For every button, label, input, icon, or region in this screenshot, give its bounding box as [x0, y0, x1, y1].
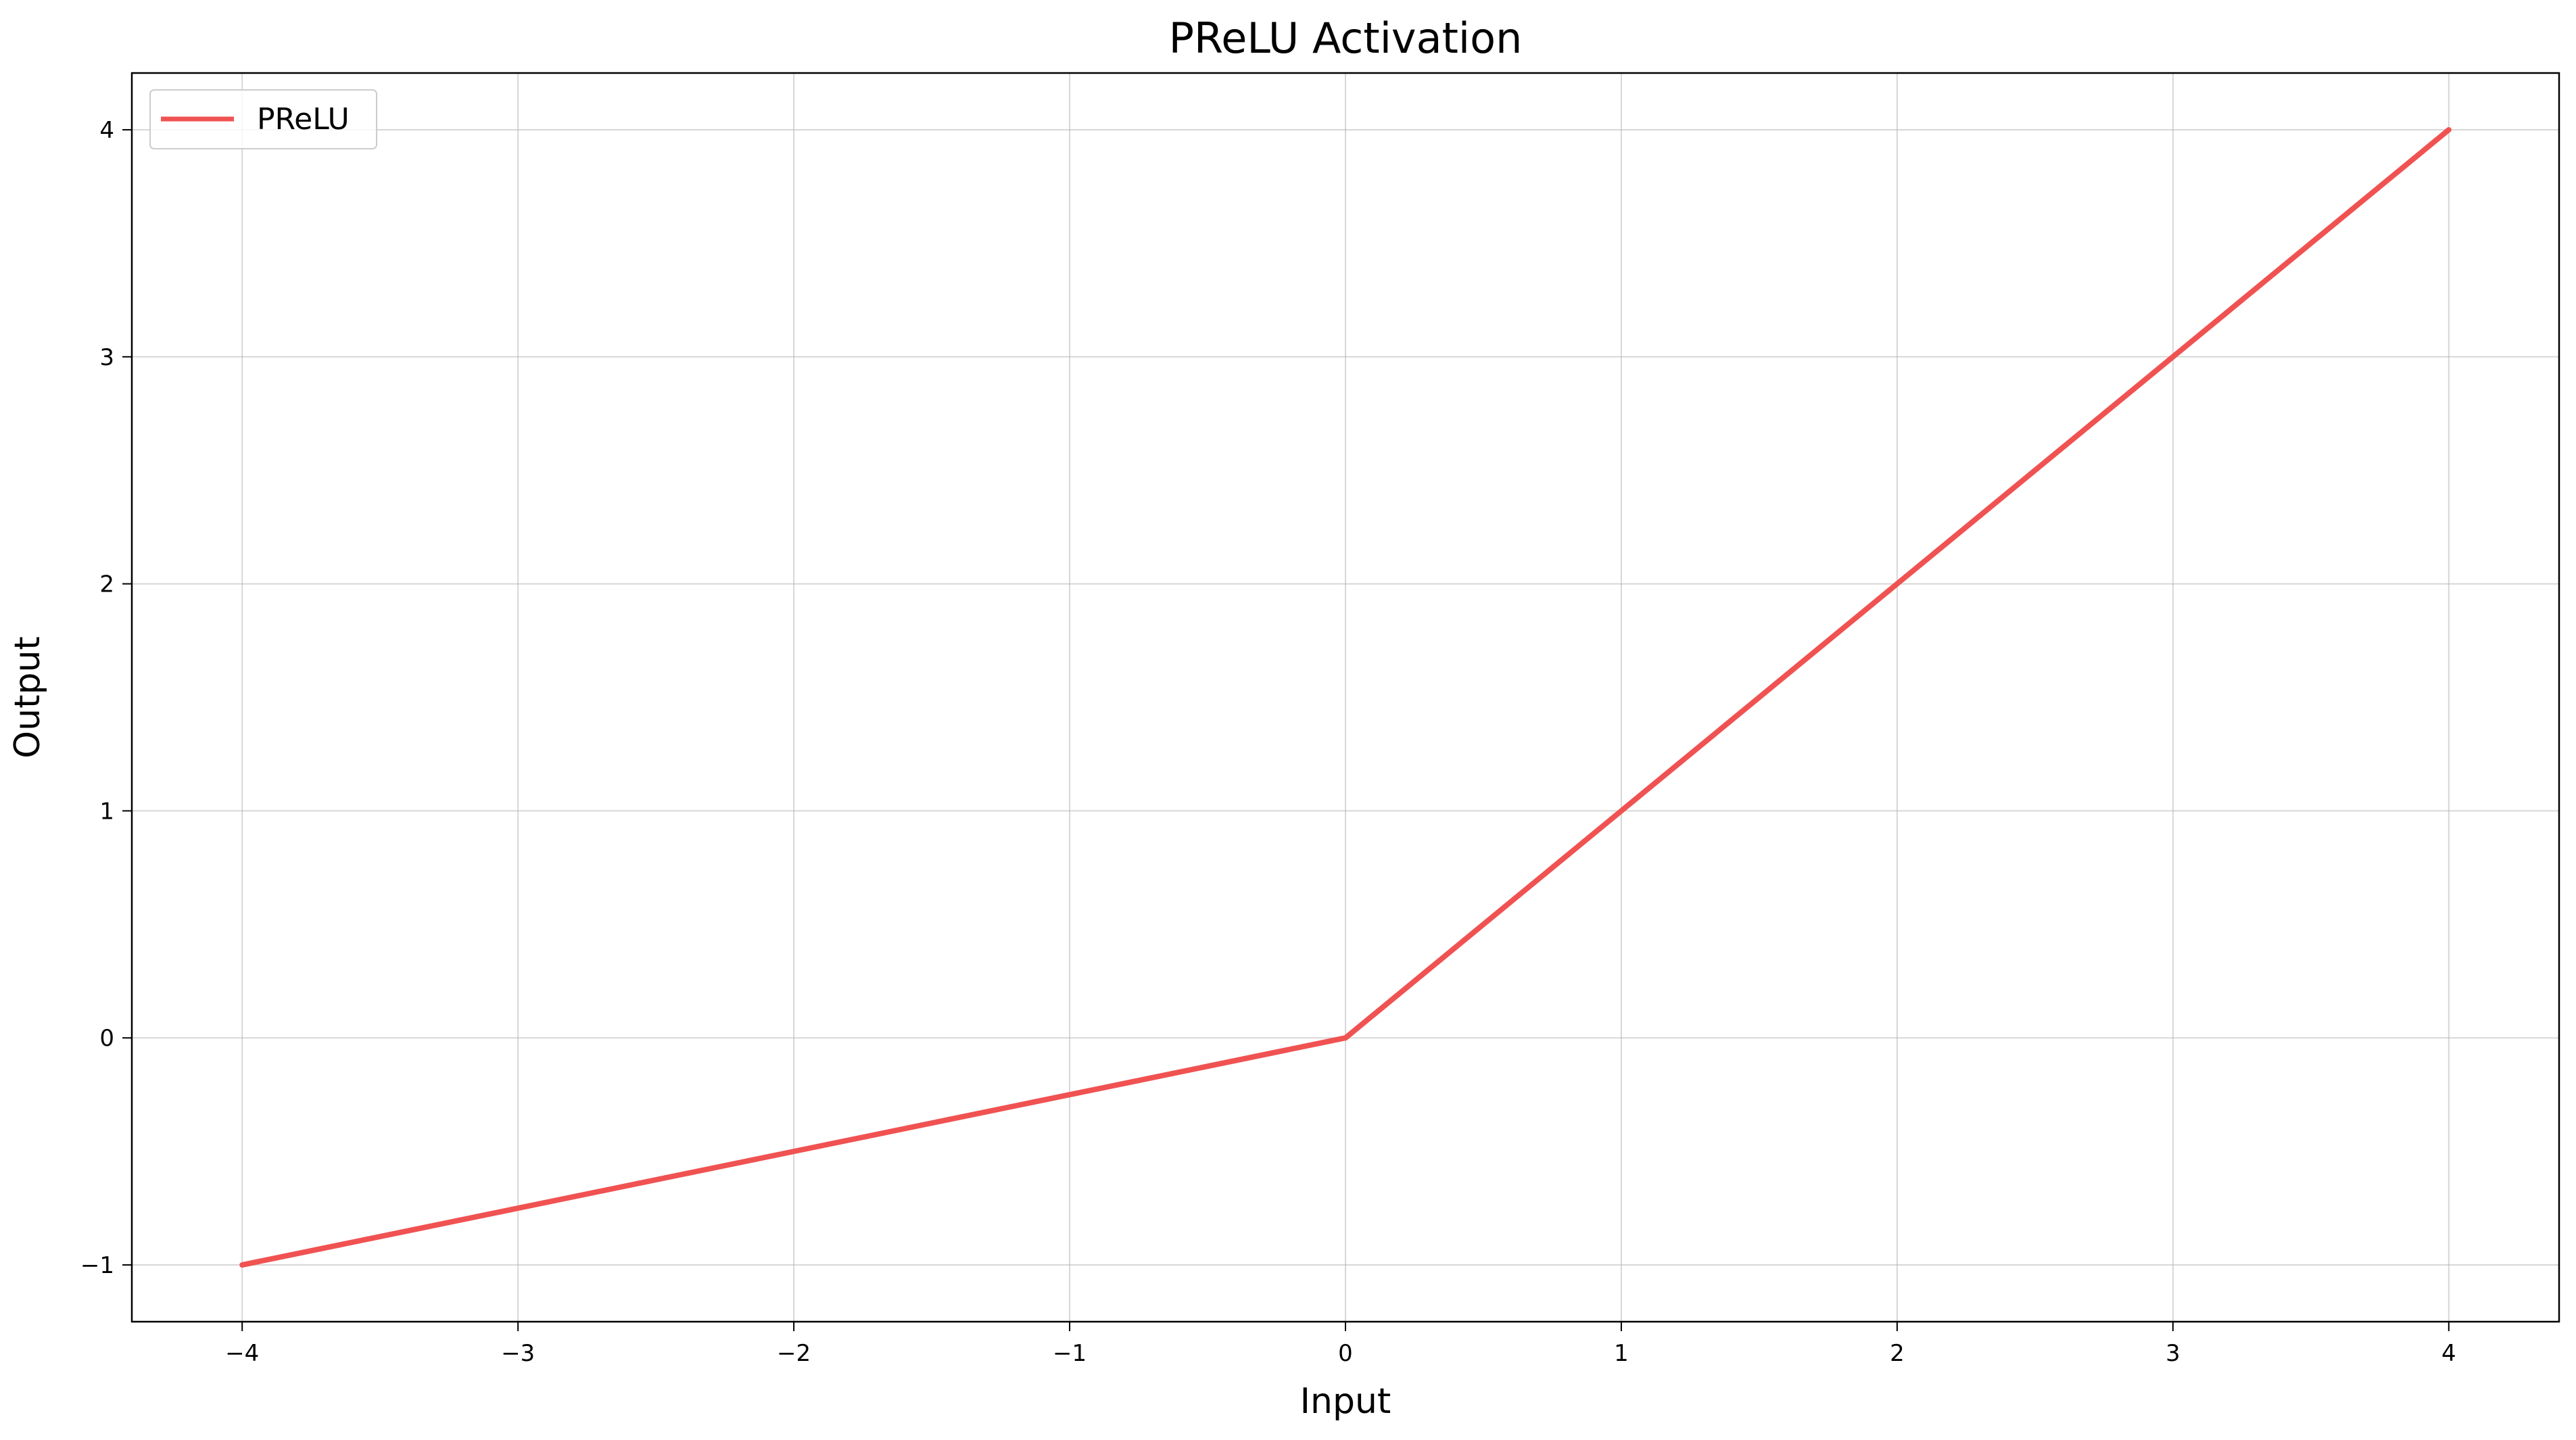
- x-tick-label: −2: [777, 1340, 811, 1367]
- x-tick-label: 3: [2166, 1340, 2180, 1367]
- y-tick-label: −1: [80, 1252, 114, 1279]
- grid: [132, 73, 2559, 1322]
- y-tick-label: 1: [99, 798, 114, 825]
- y-tick-label: 3: [99, 344, 114, 371]
- x-tick-label: −3: [501, 1340, 535, 1367]
- series-lines: [239, 126, 2452, 1268]
- x-axis-label: Input: [1300, 1381, 1391, 1422]
- ticks: −4 −3 −2 −1 0 1 2 3 4 −1 0 1 2 3 4: [80, 117, 2456, 1367]
- x-tick-label: 2: [1890, 1340, 1905, 1367]
- legend-box: [149, 89, 377, 149]
- chart-title: PReLU Activation: [1169, 14, 1523, 63]
- y-tick-label: 2: [99, 571, 114, 598]
- series-line-prelu: [239, 126, 2452, 1268]
- y-tick-label: 0: [99, 1025, 114, 1052]
- y-tick-label: 4: [99, 117, 114, 144]
- x-tick-label: 1: [1614, 1340, 1629, 1367]
- x-tick-label: −4: [225, 1340, 259, 1367]
- y-axis-label: Output: [7, 636, 48, 759]
- legend: PReLU: [149, 89, 377, 149]
- x-tick-label: 0: [1338, 1340, 1353, 1367]
- x-tick-label: 4: [2441, 1340, 2456, 1367]
- x-tick-label: −1: [1053, 1340, 1087, 1367]
- legend-label-prelu: PReLU: [257, 102, 350, 137]
